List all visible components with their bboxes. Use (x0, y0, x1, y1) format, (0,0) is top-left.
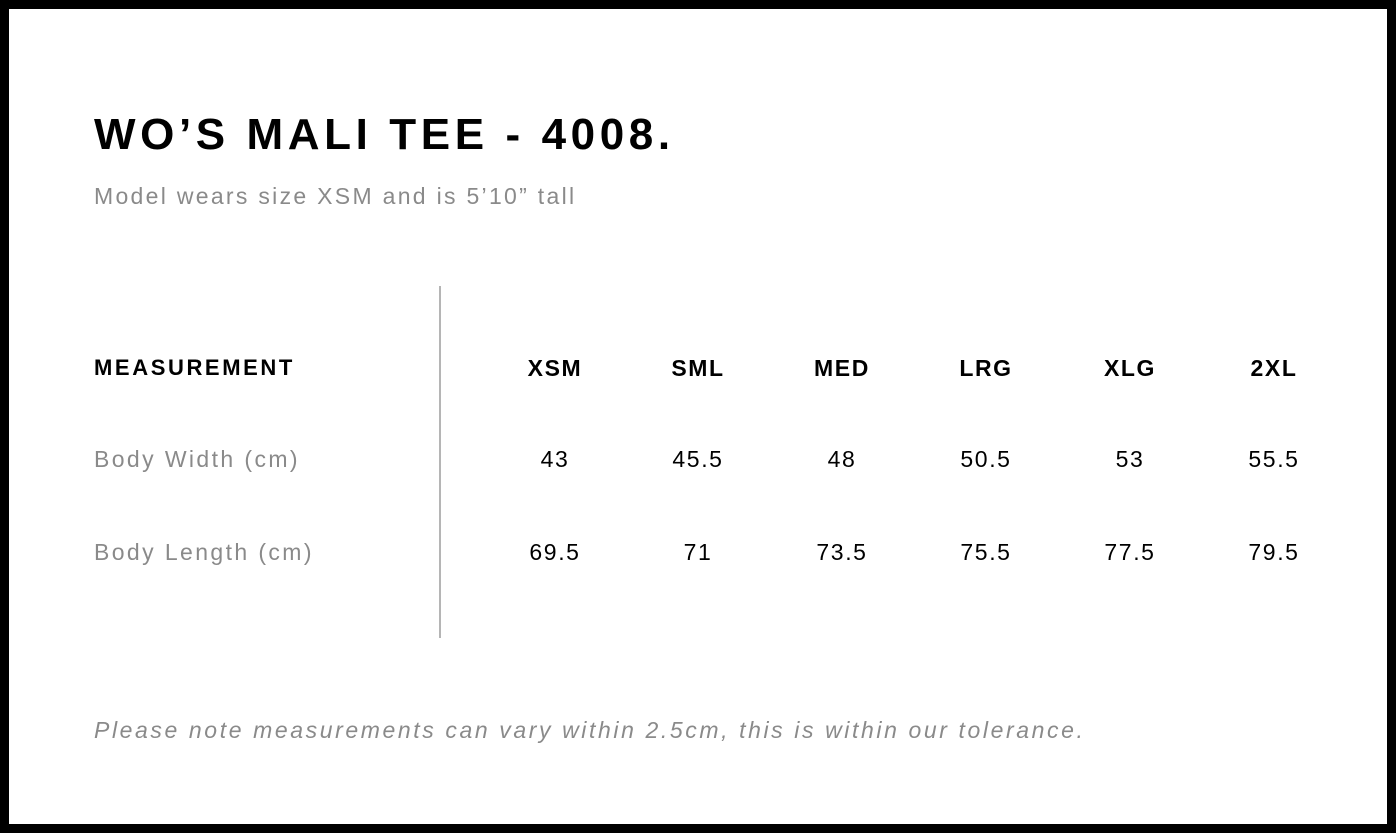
table-cell: 50.5 (960, 446, 1012, 472)
table-cell: 53 (1115, 446, 1145, 472)
page-title: WO’S MALI TEE - 4008. (94, 110, 675, 159)
table-cell: 48 (827, 446, 857, 472)
header-measurement: MEASUREMENT (94, 355, 295, 380)
header-size: XLG (1103, 355, 1157, 381)
column-divider (439, 286, 441, 638)
tolerance-note: Please note measurements can vary within… (94, 717, 1086, 743)
header-size: 2XL (1250, 355, 1298, 381)
table-cell: 55.5 (1248, 446, 1300, 472)
table-cell: 43 (540, 446, 570, 472)
header-size: XSM (527, 355, 583, 381)
header-size: LRG (959, 355, 1013, 381)
row-label: Body Width (cm) (94, 446, 300, 472)
model-info: Model wears size XSM and is 5’10” tall (94, 183, 577, 209)
table-cell: 69.5 (529, 539, 581, 565)
table-cell: 45.5 (672, 446, 724, 472)
size-chart-card: WO’S MALI TEE - 4008. Model wears size X… (9, 9, 1387, 824)
header-size: MED (814, 355, 870, 381)
row-label: Body Length (cm) (94, 539, 314, 565)
table-cell: 73.5 (816, 539, 868, 565)
table-cell: 79.5 (1248, 539, 1300, 565)
header-size: SML (671, 355, 725, 381)
table-cell: 75.5 (960, 539, 1012, 565)
table-cell: 77.5 (1104, 539, 1156, 565)
table-cell: 71 (683, 539, 713, 565)
